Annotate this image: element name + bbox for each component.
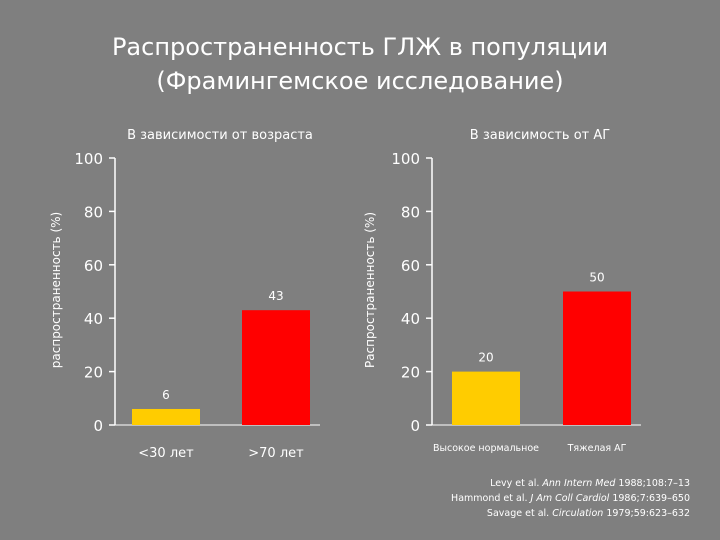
reference-1-journal: Ann Intern Med — [542, 478, 616, 489]
reference-2-authors: Hammond et al. — [451, 493, 531, 504]
chart-2-y-tick-label-60: 60 — [401, 257, 420, 275]
chart-1-y-tick-label-80: 80 — [84, 203, 103, 221]
chart-2-y-axis-label: Распространенность (%) — [363, 212, 377, 368]
chart-2-y-tick-label-100: 100 — [391, 150, 420, 168]
reference-3-journal: Circulation — [552, 508, 604, 519]
reference-3-cite: 1979;59:623–632 — [603, 508, 690, 519]
chart-2-y-tick-label-20: 20 — [401, 364, 420, 382]
chart-1-bar-1 — [132, 408, 200, 425]
chart-2-bar-1 — [452, 371, 520, 425]
chart-1-y-tick-label-100: 100 — [74, 150, 103, 168]
chart-1-data-label-1: 6 — [162, 388, 170, 402]
chart-1-subtitle: В зависимости от возраста — [127, 128, 313, 143]
chart-1-bar-2 — [242, 310, 310, 425]
title-line-1: Распространенность ГЛЖ в популяции — [111, 33, 609, 61]
chart-1-category-label-1: <30 лет — [138, 446, 194, 461]
reference-1-authors: Levy et al. — [490, 478, 543, 489]
reference-2-cite: 1986;7:639–650 — [609, 493, 690, 504]
chart-2-bar-2 — [563, 291, 631, 425]
reference-3-authors: Savage et al. — [486, 508, 553, 519]
reference-2: Hammond et al. J Am Coll Cardiol 1986;7:… — [451, 491, 690, 506]
chart-1-category-label-2: >70 лет — [248, 446, 304, 461]
references: Levy et al. Ann Intern Med 1988;108:7–13… — [451, 476, 690, 521]
chart-2-data-label-2: 50 — [589, 271, 604, 285]
reference-1-cite: 1988;108:7–13 — [615, 478, 690, 489]
chart-1-y-tick-label-20: 20 — [84, 364, 103, 382]
chart-1-y-tick-label-60: 60 — [84, 257, 103, 275]
chart-2-y-tick-label-0: 0 — [410, 417, 420, 435]
chart-2-category-label-1: Высокое нормальное — [433, 443, 539, 454]
chart-2-y-tick-label-40: 40 — [401, 310, 420, 328]
chart-1-y-tick-label-40: 40 — [84, 310, 103, 328]
chart-2-data-label-1: 20 — [478, 351, 493, 365]
chart-1-y-axis-label: распространенность (%) — [49, 212, 63, 368]
chart-2-subtitle: В зависимость от АГ — [470, 128, 610, 143]
chart-2-category-label-2: Тяжелая АГ — [567, 443, 627, 454]
title-line-2: (Фрамингемское исследование) — [156, 67, 564, 95]
page-title: Распространенность ГЛЖ в популяции (Фрам… — [0, 30, 720, 98]
chart-1-y-tick-label-0: 0 — [93, 417, 103, 435]
reference-3: Savage et al. Circulation 1979;59:623–63… — [451, 506, 690, 521]
chart-2-y-tick-label-80: 80 — [401, 203, 420, 221]
reference-1: Levy et al. Ann Intern Med 1988;108:7–13 — [451, 476, 690, 491]
reference-2-journal: J Am Coll Cardiol — [530, 493, 610, 504]
chart-1-data-label-2: 43 — [268, 289, 283, 303]
